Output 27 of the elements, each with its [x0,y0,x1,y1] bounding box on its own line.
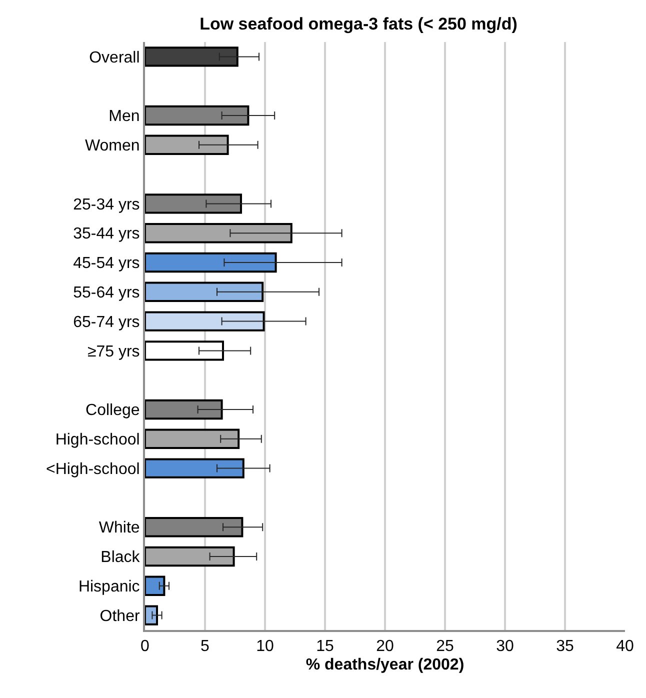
y-tick-label: Black [100,549,141,566]
y-tick-label: 25-34 yrs [73,196,140,214]
y-tick-label: Hispanic [78,578,140,596]
y-tick-label: College [86,402,140,420]
chart-title: Low seafood omega-3 fats (< 250 mg/d) [200,14,518,34]
y-tick-label: Men [108,108,140,126]
x-tick-label: 35 [556,638,574,656]
x-axis-title: % deaths/year (2002) [306,656,464,674]
y-tick-label: 35-44 yrs [73,226,140,243]
y-tick-label: 45-54 yrs [73,255,140,272]
x-tick-label: 25 [436,638,454,656]
y-tick-label: Other [100,608,140,625]
x-tick-label: 30 [496,638,514,656]
x-tick-label: 0 [140,638,150,656]
y-tick-label: 65-74 yrs [73,314,140,331]
y-tick-label: ≥75 yrs [87,343,140,360]
x-tick-label: 20 [376,638,394,656]
y-tick-label: High-school [55,432,140,448]
x-tick-label: 10 [256,638,274,656]
y-tick-label: Women [84,138,140,154]
y-tick-label: 55-64 yrs [73,284,140,302]
y-tick-label: <High-school [46,460,140,478]
y-tick-label: Overall [89,49,140,66]
x-tick-label: 5 [200,638,210,656]
x-tick-label: 15 [316,638,334,656]
x-tick-label: 40 [616,638,634,656]
y-tick-label: White [98,520,140,537]
